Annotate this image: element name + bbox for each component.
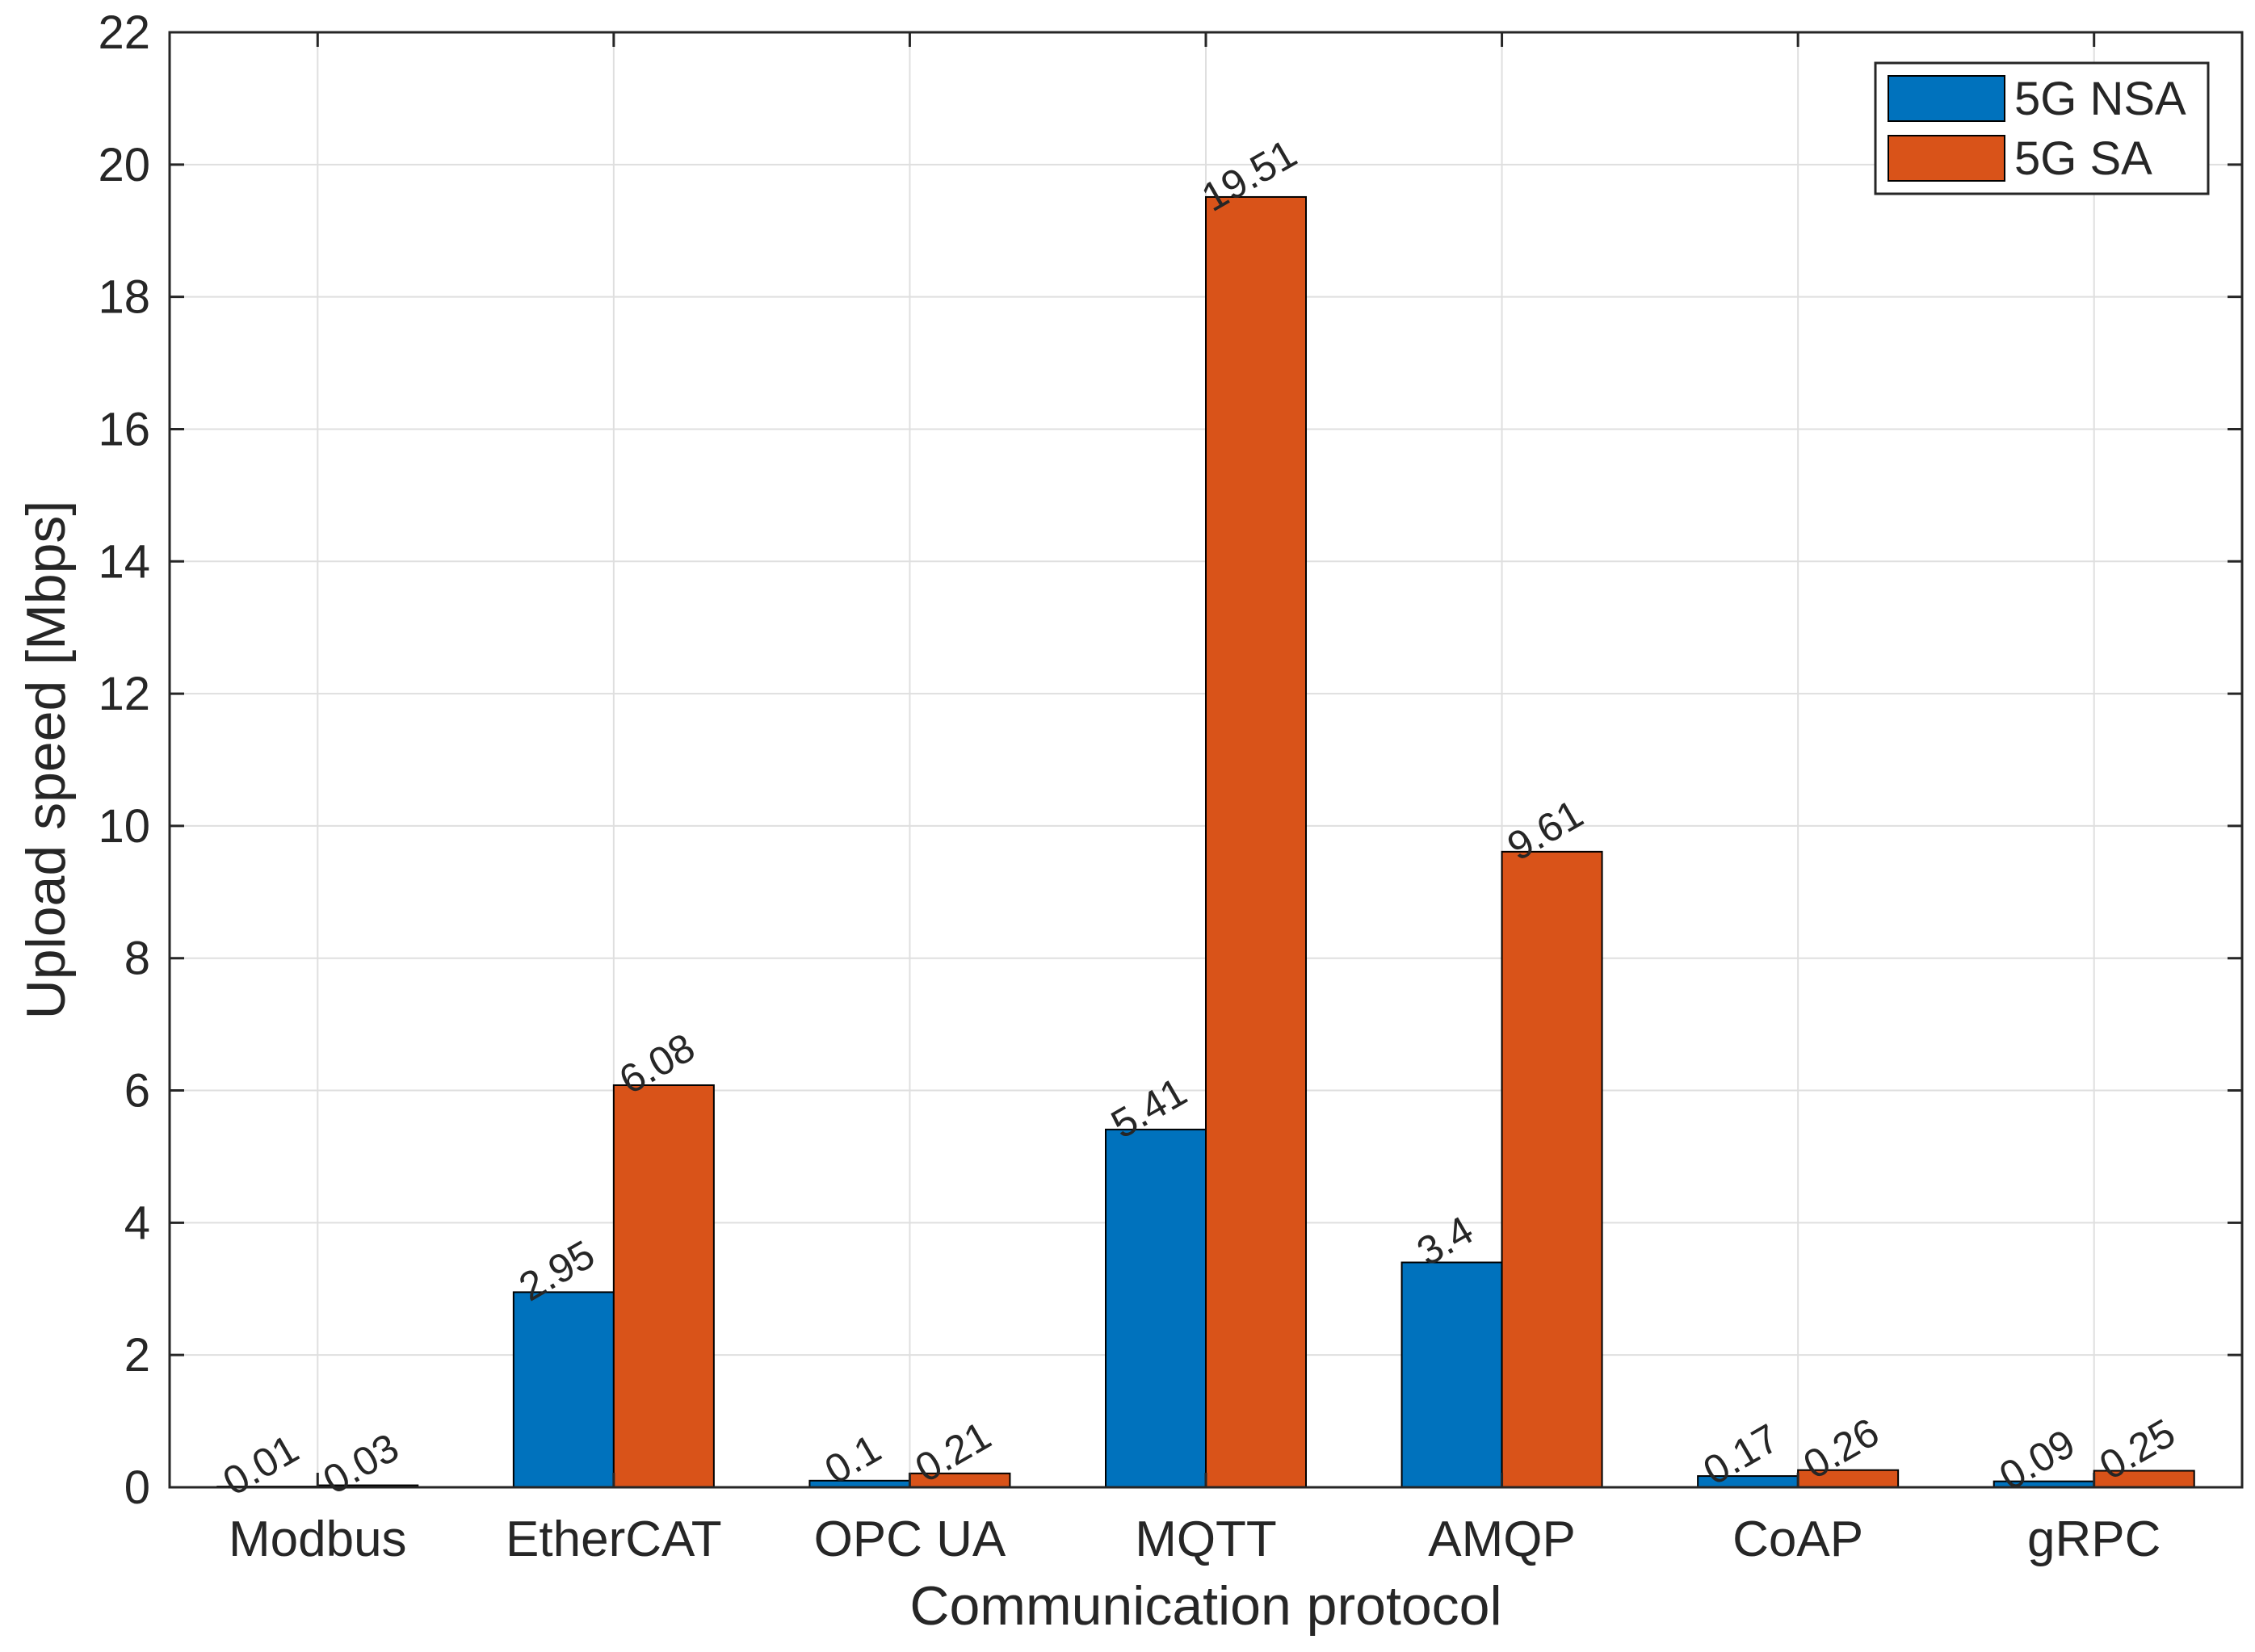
y-tick-label-4: 4: [124, 1197, 150, 1249]
bar-5g-sa-amqp: [1501, 850, 1603, 1488]
legend-swatch-5g-nsa: [1888, 75, 2005, 122]
bars: [216, 195, 2195, 1489]
y-tick-label-16: 16: [98, 403, 150, 455]
y-tick-label-0: 0: [124, 1461, 150, 1514]
x-tick-label-modbus: Modbus: [229, 1512, 407, 1567]
legend: 5G NSA 5G SA: [1874, 61, 2210, 195]
y-tick-label-20: 20: [98, 139, 150, 191]
bar-5g-nsa-amqp: [1400, 1261, 1503, 1488]
ticks: 0 2 4 6 8 10 12 14 16 18 20 22 Modbus EtherCAT OPC UA M…: [98, 6, 2242, 1567]
x-tick-label-mqtt: MQTT: [1135, 1512, 1277, 1567]
x-tick-label-coap: CoAP: [1732, 1512, 1863, 1567]
bar-5g-sa-ethercat: [612, 1084, 715, 1488]
y-tick-label-22: 22: [98, 6, 150, 59]
legend-swatch-5g-sa: [1888, 135, 2005, 182]
x-axis-title: Communication protocol: [909, 1575, 1501, 1637]
y-tick-label-8: 8: [124, 933, 150, 985]
bar-5g-nsa-ethercat: [512, 1291, 615, 1488]
y-axis-title: Upload speed [Mbps]: [15, 501, 77, 1020]
y-tick-label-2: 2: [124, 1329, 150, 1382]
y-tick-label-14: 14: [98, 535, 150, 588]
legend-label-5g-sa: 5G SA: [2014, 132, 2152, 185]
y-tick-label-6: 6: [124, 1065, 150, 1117]
x-tick-label-opc-ua: OPC UA: [814, 1512, 1006, 1567]
legend-label-5g-nsa: 5G NSA: [2014, 73, 2186, 125]
bar-5g-nsa-mqtt: [1105, 1128, 1207, 1488]
y-tick-label-10: 10: [98, 800, 150, 853]
y-tick-label-18: 18: [98, 271, 150, 324]
x-tick-label-amqp: AMQP: [1428, 1512, 1576, 1567]
bar-5g-sa-mqtt: [1205, 195, 1307, 1489]
y-tick-label-12: 12: [98, 668, 150, 720]
x-tick-label-grpc: gRPC: [2027, 1512, 2161, 1567]
x-tick-label-ethercat: EtherCAT: [506, 1512, 722, 1567]
